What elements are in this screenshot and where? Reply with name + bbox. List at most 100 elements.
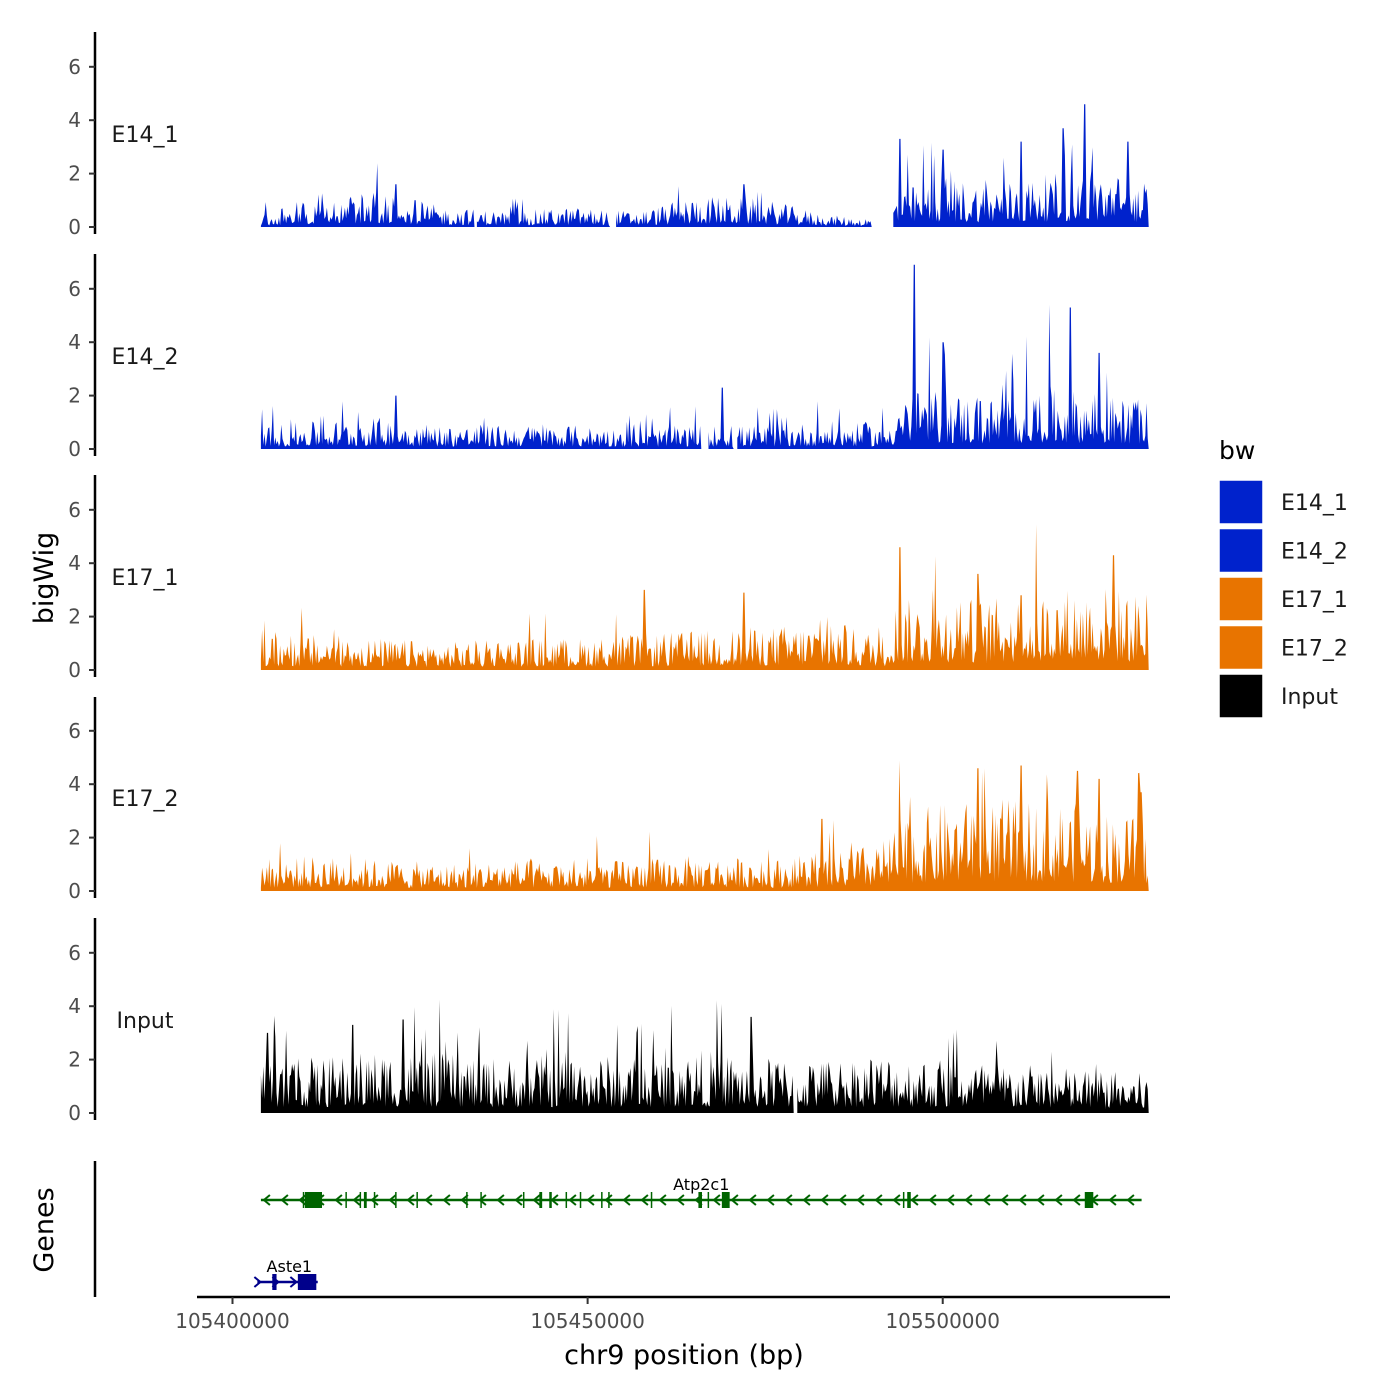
strand-arrow bbox=[784, 1194, 793, 1206]
strand-arrow bbox=[1036, 1194, 1045, 1206]
track-label: E14_1 bbox=[112, 123, 179, 148]
genes-panel-title: Genes bbox=[29, 1187, 60, 1272]
strand-arrow bbox=[334, 1194, 343, 1206]
exon bbox=[698, 1192, 701, 1208]
y-tick-label: 6 bbox=[68, 719, 81, 743]
strand-arrow bbox=[658, 1194, 667, 1206]
strand-arrow bbox=[1000, 1194, 1009, 1206]
strand-arrow bbox=[730, 1194, 739, 1206]
strand-arrow bbox=[388, 1194, 397, 1206]
y-tick-label: 0 bbox=[68, 437, 81, 461]
strand-arrow bbox=[424, 1194, 433, 1206]
y-tick-label: 2 bbox=[68, 826, 81, 850]
legend-entry-input: Input bbox=[1218, 673, 1338, 719]
strand-arrow bbox=[514, 1194, 523, 1206]
y-tick-label: 0 bbox=[68, 658, 81, 682]
legend-entry-e17-1: E17_1 bbox=[1218, 576, 1348, 622]
track-label: E17_1 bbox=[112, 566, 179, 591]
legend-label: E14_1 bbox=[1281, 491, 1348, 516]
track-e14-1: 0 2 4 6 E14_1 bbox=[68, 32, 1149, 239]
strand-arrow bbox=[1072, 1194, 1081, 1206]
strand-arrow bbox=[748, 1194, 757, 1206]
strand-arrow bbox=[604, 1194, 613, 1206]
strand-arrow bbox=[712, 1194, 721, 1206]
strand-arrow bbox=[802, 1194, 811, 1206]
strand-arrow bbox=[892, 1194, 901, 1206]
strand-arrow bbox=[532, 1194, 541, 1206]
x-tick-label: 105500000 bbox=[885, 1309, 1000, 1333]
signal-area-e17-1 bbox=[260, 524, 1149, 670]
exon bbox=[297, 1274, 317, 1290]
y-tick-label: 0 bbox=[68, 215, 81, 239]
y-axis-title: bigWig bbox=[29, 532, 60, 625]
strand-arrow bbox=[1054, 1194, 1063, 1206]
exon bbox=[272, 1274, 277, 1290]
y-tick-label: 4 bbox=[68, 330, 81, 354]
strand-arrow bbox=[460, 1194, 469, 1206]
y-tick-label: 2 bbox=[68, 605, 81, 629]
strand-arrow bbox=[964, 1194, 973, 1206]
track-input: 0 2 4 6 Input bbox=[68, 918, 1149, 1125]
gene-atp2c1: Atp2c1 bbox=[260, 1175, 1142, 1208]
strand-arrow bbox=[253, 1276, 262, 1288]
genes-panel: Atp2c1 Aste1 bbox=[93, 1161, 1142, 1297]
strand-arrow bbox=[838, 1194, 847, 1206]
y-tick-label: 4 bbox=[68, 108, 81, 132]
legend-swatch bbox=[1218, 624, 1264, 671]
x-axis-title: chr9 position (bp) bbox=[564, 1340, 804, 1371]
track-label: Input bbox=[117, 1009, 174, 1034]
exon bbox=[907, 1192, 911, 1208]
strand-arrow bbox=[622, 1194, 631, 1206]
signal-area-e14-2 bbox=[260, 264, 1149, 449]
strand-arrow bbox=[1018, 1194, 1027, 1206]
track-e17-1: 0 2 4 6 E17_1 bbox=[68, 475, 1149, 682]
signal-area-e17-2 bbox=[260, 760, 1149, 891]
y-tick-label: 0 bbox=[68, 879, 81, 903]
legend-label: E17_1 bbox=[1281, 588, 1348, 613]
strand-arrow bbox=[928, 1194, 937, 1206]
strand-arrow bbox=[406, 1194, 415, 1206]
track-e17-2: 0 2 4 6 E17_2 bbox=[68, 697, 1149, 903]
strand-arrow bbox=[352, 1194, 361, 1206]
y-tick-label: 4 bbox=[68, 772, 81, 796]
strand-arrow bbox=[946, 1194, 955, 1206]
x-tick-label: 105400000 bbox=[175, 1309, 290, 1333]
y-tick-label: 4 bbox=[68, 551, 81, 575]
track-label: E17_2 bbox=[112, 787, 179, 812]
exon bbox=[539, 1192, 543, 1208]
strand-arrow bbox=[1126, 1194, 1135, 1206]
y-tick-label: 6 bbox=[68, 55, 81, 79]
exon bbox=[549, 1192, 552, 1208]
legend-label: E17_2 bbox=[1281, 637, 1348, 662]
strand-arrow bbox=[370, 1194, 379, 1206]
strand-arrow bbox=[820, 1194, 829, 1206]
exon bbox=[363, 1192, 367, 1208]
strand-arrow bbox=[289, 1276, 298, 1288]
y-tick-label: 4 bbox=[68, 994, 81, 1018]
legend-swatch bbox=[1218, 576, 1264, 622]
y-tick-label: 6 bbox=[68, 941, 81, 965]
strand-arrow bbox=[640, 1194, 649, 1206]
track-label: E14_2 bbox=[112, 345, 179, 370]
strand-arrow bbox=[442, 1194, 451, 1206]
strand-arrow bbox=[568, 1194, 577, 1206]
legend-swatch bbox=[1218, 673, 1264, 719]
signal-area-e14-1 bbox=[260, 104, 1149, 227]
strand-arrow bbox=[262, 1194, 271, 1206]
strand-arrow bbox=[496, 1194, 505, 1206]
exon bbox=[721, 1192, 730, 1208]
strand-arrow bbox=[874, 1194, 883, 1206]
bigwig-tracks: 0 2 4 6 E14_1 0 2 4 6 E14_2 0 2 4 6 E17_1 0 2 4 6 E17_2 0 2 4 6… bbox=[68, 32, 1149, 1125]
exon bbox=[304, 1192, 322, 1208]
exon bbox=[1084, 1192, 1094, 1208]
y-tick-label: 6 bbox=[68, 498, 81, 522]
y-tick-label: 2 bbox=[68, 1048, 81, 1072]
strand-arrow bbox=[1108, 1194, 1117, 1206]
strand-arrow bbox=[550, 1194, 559, 1206]
strand-arrow bbox=[676, 1194, 685, 1206]
legend-label: E14_2 bbox=[1281, 540, 1348, 565]
legend-swatch bbox=[1218, 527, 1264, 574]
legend-entry-e17-2: E17_2 bbox=[1218, 624, 1348, 671]
legend-entry-e14-1: E14_1 bbox=[1218, 479, 1348, 525]
